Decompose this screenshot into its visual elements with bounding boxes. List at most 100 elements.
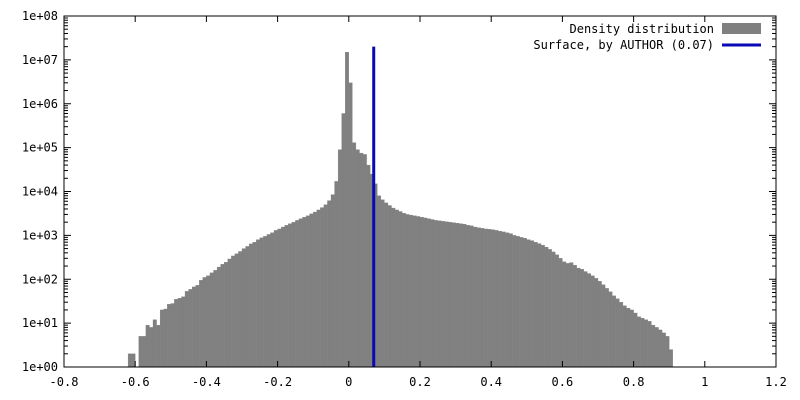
histogram-bar [266,234,271,368]
histogram-bar [476,227,481,368]
histogram-bar [387,205,392,368]
histogram-bar [455,222,460,368]
histogram-bar [291,222,296,368]
y-tick-label: 1e+04 [22,185,58,199]
histogram-bar [216,266,221,368]
histogram-bar [615,298,620,368]
histogram-bar [391,207,396,368]
histogram-bar [156,324,161,368]
histogram-bar [195,285,200,368]
y-tick-label: 1e+00 [22,360,58,374]
histogram-bar [288,223,292,368]
histogram-bar [473,226,478,368]
histogram-bar [309,213,314,368]
histogram-bar [523,238,527,368]
x-tick-label: 0.6 [552,375,574,389]
x-tick-label: 0.8 [623,375,645,389]
histogram-bar [537,243,542,368]
histogram-bar [434,220,438,368]
histogram-bar [192,286,196,368]
histogram-bar [416,216,421,368]
x-tick-label: 0.2 [409,375,431,389]
histogram-bar [544,246,549,368]
histogram-bar [241,248,246,368]
histogram-bar [508,233,513,368]
histogram-bar [305,215,310,368]
histogram-bar [430,219,435,368]
histogram-bar [359,152,364,368]
histogram-bar [224,262,228,368]
histogram-bar [480,228,485,368]
x-tick-label: 0.4 [480,375,502,389]
histogram-bar [590,275,595,368]
histogram-bar [505,232,510,368]
histogram-bar [330,194,335,368]
histogram-bar [548,249,552,368]
histogram-bar [601,284,606,368]
histogram-bar [469,225,474,368]
histogram-bar [277,228,282,368]
histogram-bar [402,213,406,368]
histogram-bar [238,251,243,368]
histogram-bar [637,316,641,368]
histogram-bar [159,309,164,368]
histogram-bar [298,218,303,368]
histogram-bar [366,164,371,368]
histogram-bar [597,281,602,368]
histogram-bar [341,113,346,368]
histogram-bar [245,246,250,368]
histogram-bar [394,209,399,368]
histogram-bar [647,321,652,368]
histogram-bar [665,336,670,368]
histogram-bar [515,236,520,368]
histogram-bar [263,236,268,368]
histogram-bar [209,272,214,368]
axis-ticks [63,15,777,368]
histogram-bar [583,271,588,368]
histogram-bar [202,277,207,368]
histogram-bar [174,299,179,368]
legend-swatch-density [722,23,761,34]
histogram-bar [444,221,449,368]
histogram-bar [380,199,385,368]
histogram-bar [152,319,157,368]
histogram-bar [259,237,264,368]
histogram-bar [142,336,147,368]
histogram-bar [669,349,673,368]
histogram-bar [462,224,467,368]
histogram-bar [644,319,648,368]
histogram-bar [437,220,442,368]
y-axis-tick-labels: 1e+00 1e+01 1e+02 1e+03 1e+04 1e+05 1e+06 1e+07… [22,9,58,374]
histogram-bar [572,264,577,368]
histogram-bar [626,307,631,368]
histogram-bar [483,228,488,368]
histogram-bar [320,207,325,368]
histogram-bar [661,332,666,368]
histogram-bar [530,240,535,368]
histogram-bar [355,149,360,368]
histogram-bar [622,305,627,368]
x-tick-label: 1 [701,375,708,389]
legend-label-surface: Surface, by AUTHOR (0.07) [533,38,714,52]
histogram-bar [412,215,417,368]
histogram-bar [651,324,656,368]
histogram-bar [633,312,638,368]
histogram-bar [448,222,453,368]
histogram-bar [220,264,225,368]
histogram-bar [594,278,599,368]
histogram-bar [654,327,659,368]
y-tick-label: 1e+07 [22,53,58,67]
histogram-bar [619,302,624,368]
histogram-bar [405,214,410,368]
histogram-bar [409,214,414,368]
histogram-bar [138,336,143,368]
histogram-bar [501,231,506,368]
histogram-bar [248,243,253,368]
histogram-bar [498,230,503,368]
histogram-bar [576,267,581,368]
histogram-bar [273,230,278,368]
y-tick-label: 1e+02 [22,272,58,286]
histogram-bar [337,149,342,368]
histogram-bar [558,258,563,368]
histogram-bar [494,230,499,368]
